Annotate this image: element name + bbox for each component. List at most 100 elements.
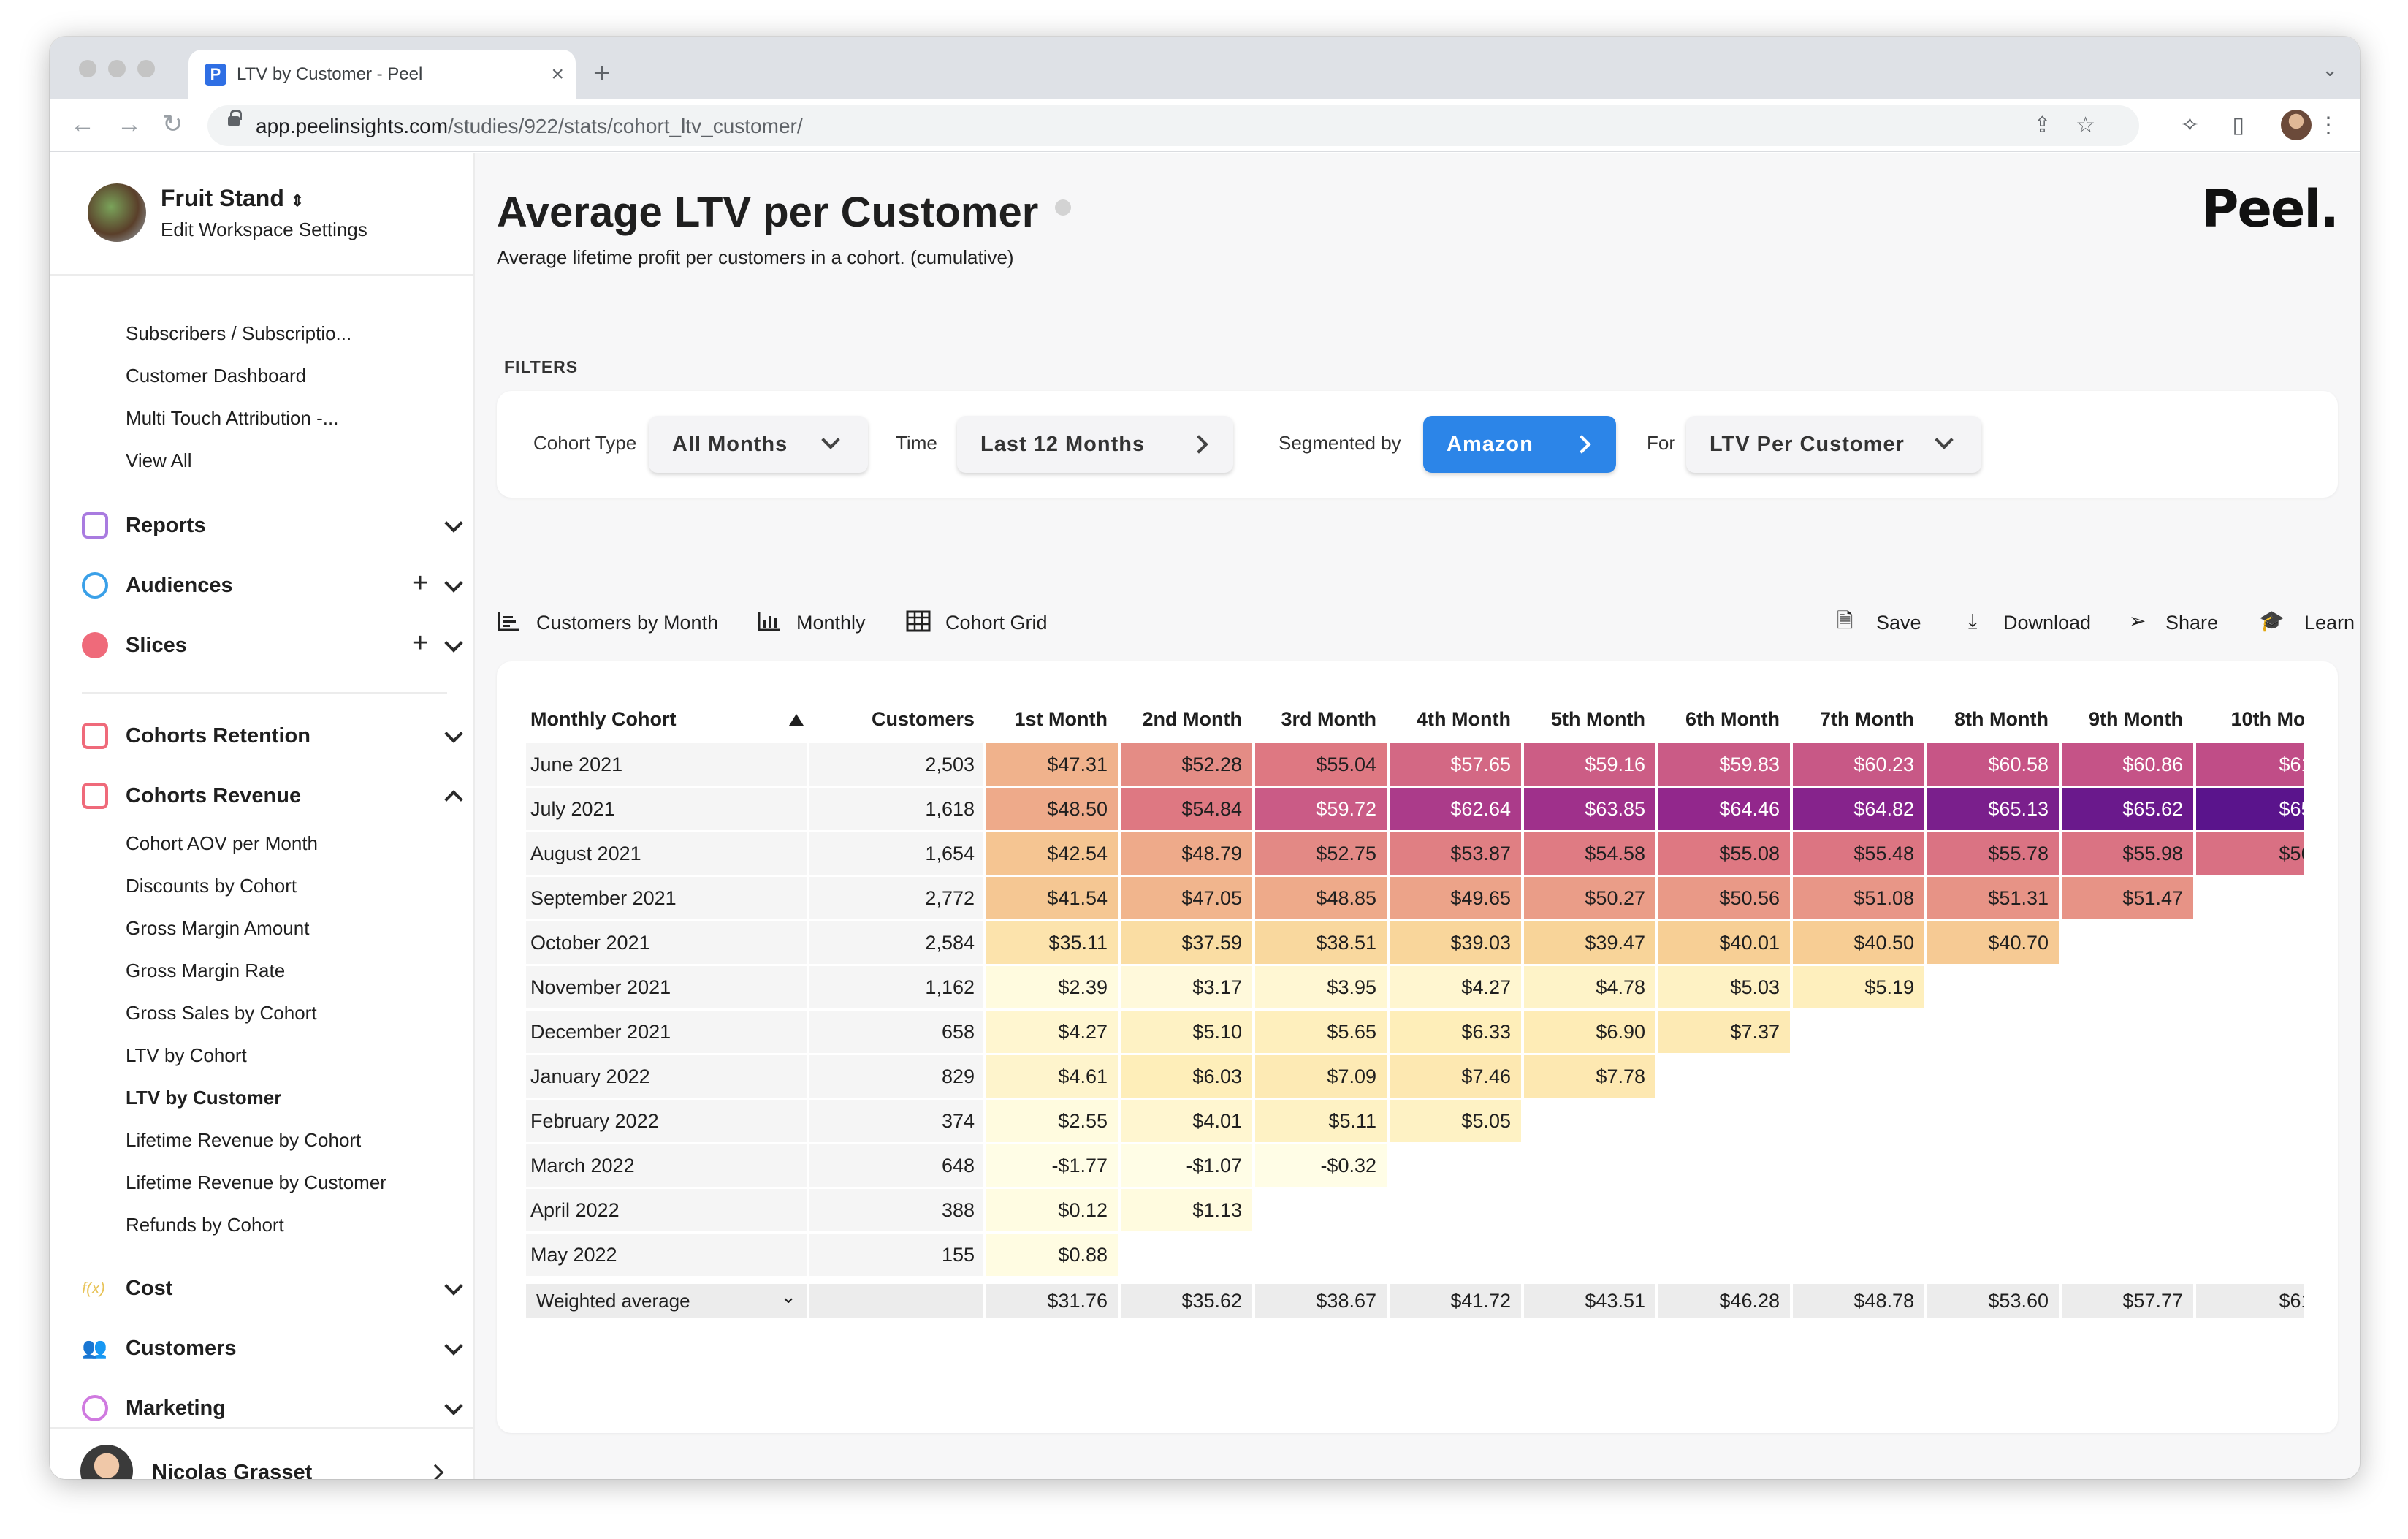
ltv-cell[interactable]: $62.64 <box>1390 788 1521 830</box>
chevron-down-icon[interactable] <box>444 574 463 593</box>
ltv-cell[interactable]: $59.16 <box>1524 743 1656 786</box>
ltv-cell[interactable]: $54.58 <box>1524 832 1656 875</box>
profile-avatar[interactable] <box>2281 110 2312 140</box>
save-button[interactable]: 🗎 Save <box>1837 606 1932 638</box>
customers-by-month-button[interactable]: Customers by Month <box>497 606 731 638</box>
ltv-cell[interactable]: $48.79 <box>1121 832 1252 875</box>
ltv-cell[interactable]: $51.47 <box>2062 877 2193 919</box>
ltv-cell[interactable]: $65.62 <box>2062 788 2193 830</box>
ltv-cell[interactable]: $60.86 <box>2062 743 2193 786</box>
sidebar-item-view-all[interactable]: View All <box>126 449 192 471</box>
sidebar-item-discounts[interactable]: Discounts by Cohort <box>126 875 297 897</box>
ltv-cell[interactable]: $5.03 <box>1658 966 1790 1008</box>
chevron-up-icon[interactable] <box>444 790 463 809</box>
sort-ascending-icon[interactable] <box>789 714 804 726</box>
ltv-cell[interactable]: $2.39 <box>986 966 1118 1008</box>
customers-header[interactable]: Customers <box>871 708 975 730</box>
month-header[interactable]: 6th Month <box>1685 708 1780 730</box>
ltv-cell[interactable]: $59.83 <box>1658 743 1790 786</box>
chevron-down-icon[interactable] <box>444 724 463 743</box>
new-tab-icon[interactable]: + <box>593 57 611 89</box>
download-button[interactable]: ⤓ Download <box>1968 606 2107 638</box>
chevron-down-icon[interactable] <box>444 1277 463 1296</box>
cohort-type-select[interactable]: All Months <box>649 416 868 473</box>
ltv-cell[interactable]: $50.56 <box>1658 877 1790 919</box>
ltv-cell[interactable]: $40.50 <box>1793 922 1924 964</box>
sidebar-item-multi-touch[interactable]: Multi Touch Attribution -... <box>126 407 339 429</box>
ltv-cell[interactable]: $55.78 <box>1927 832 2059 875</box>
tab-close-icon[interactable]: × <box>551 62 564 86</box>
sidebar-section-slices[interactable]: Slices + <box>82 628 463 663</box>
ltv-cell[interactable]: $59.72 <box>1255 788 1387 830</box>
segmented-by-select[interactable]: Amazon <box>1423 416 1616 473</box>
ltv-cell[interactable]: $52.75 <box>1255 832 1387 875</box>
maximize-window-button[interactable] <box>137 60 155 77</box>
ltv-cell[interactable]: $5.19 <box>1793 966 1924 1008</box>
chevron-down-icon[interactable] <box>444 634 463 653</box>
user-name[interactable]: Nicolas Grasset <box>152 1461 313 1479</box>
ltv-cell[interactable]: $55.98 <box>2062 832 2193 875</box>
ltv-cell[interactable]: $47.31 <box>986 743 1118 786</box>
month-header[interactable]: 9th Month <box>2089 708 2183 730</box>
ltv-cell[interactable]: $63.85 <box>1524 788 1656 830</box>
ltv-cell[interactable]: $64.46 <box>1658 788 1790 830</box>
ltv-cell[interactable]: $60.23 <box>1793 743 1924 786</box>
sidebar-item-lifetime-revenue-cohort[interactable]: Lifetime Revenue by Cohort <box>126 1129 362 1151</box>
ltv-cell[interactable]: $51.08 <box>1793 877 1924 919</box>
month-header[interactable]: 3rd Month <box>1281 708 1376 730</box>
edit-workspace-link[interactable]: Edit Workspace Settings <box>161 218 367 240</box>
ltv-cell[interactable]: $4.61 <box>986 1055 1118 1098</box>
cohort-grid-button[interactable]: Cohort Grid <box>906 606 1067 638</box>
month-header[interactable]: 10th Mon <box>2230 708 2305 730</box>
chevron-down-icon[interactable] <box>444 514 463 533</box>
ltv-cell[interactable]: $40.70 <box>1927 922 2059 964</box>
sidebar-section-cost[interactable]: f(x) Cost <box>82 1271 463 1306</box>
month-header[interactable]: 8th Month <box>1954 708 2049 730</box>
ltv-cell[interactable]: -$1.77 <box>986 1144 1118 1187</box>
ltv-cell[interactable]: $6.03 <box>1121 1055 1252 1098</box>
month-header[interactable]: 1st Month <box>1014 708 1108 730</box>
sidebar-item-cohort-aov[interactable]: Cohort AOV per Month <box>126 832 319 854</box>
ltv-cell[interactable]: $4.01 <box>1121 1100 1252 1142</box>
sidebar-item-gross-margin-rate[interactable]: Gross Margin Rate <box>126 960 286 981</box>
ltv-cell[interactable]: $3.17 <box>1121 966 1252 1008</box>
chevron-down-icon[interactable] <box>444 1337 463 1356</box>
sidebar-section-audiences[interactable]: Audiences + <box>82 568 463 603</box>
side-panel-icon[interactable]: ▯ <box>2232 113 2244 137</box>
sidebar-item-customer-dashboard[interactable]: Customer Dashboard <box>126 365 307 387</box>
monthly-button[interactable]: Monthly <box>757 606 881 638</box>
ltv-cell[interactable]: $65. <box>2196 788 2304 830</box>
ltv-cell[interactable]: $49.65 <box>1390 877 1521 919</box>
share-page-icon[interactable]: ⇪ <box>2032 113 2051 137</box>
ltv-cell[interactable]: $55.08 <box>1658 832 1790 875</box>
ltv-cell[interactable]: -$0.32 <box>1255 1144 1387 1187</box>
ltv-cell[interactable]: $41.54 <box>986 877 1118 919</box>
add-slice-plus-icon[interactable]: + <box>412 628 429 658</box>
ltv-cell[interactable]: $50.27 <box>1524 877 1656 919</box>
weighted-average-select[interactable]: Weighted average ⌄ <box>526 1284 807 1318</box>
learn-button[interactable]: 🎓 Learn <box>2259 606 2360 638</box>
share-button[interactable]: ➢ Share <box>2129 606 2231 638</box>
ltv-cell[interactable]: $5.10 <box>1121 1011 1252 1053</box>
ltv-cell[interactable]: $47.05 <box>1121 877 1252 919</box>
ltv-cell[interactable]: $4.27 <box>986 1011 1118 1053</box>
ltv-cell[interactable]: $37.59 <box>1121 922 1252 964</box>
sidebar-section-reports[interactable]: Reports <box>82 508 463 543</box>
ltv-cell[interactable]: $6.90 <box>1524 1011 1656 1053</box>
ltv-cell[interactable]: $6.33 <box>1390 1011 1521 1053</box>
sidebar-section-customers[interactable]: 👥 Customers <box>82 1331 463 1366</box>
sidebar-section-marketing[interactable]: Marketing <box>82 1391 463 1426</box>
ltv-cell[interactable]: $54.84 <box>1121 788 1252 830</box>
workspace-avatar[interactable] <box>88 183 146 242</box>
month-header[interactable]: 7th Month <box>1820 708 1914 730</box>
sidebar-item-refunds[interactable]: Refunds by Cohort <box>126 1214 284 1236</box>
ltv-cell[interactable]: -$1.07 <box>1121 1144 1252 1187</box>
ltv-cell[interactable]: $51.31 <box>1927 877 2059 919</box>
ltv-cell[interactable]: $7.37 <box>1658 1011 1790 1053</box>
ltv-cell[interactable]: $48.85 <box>1255 877 1387 919</box>
ltv-cell[interactable]: $4.27 <box>1390 966 1521 1008</box>
add-audience-plus-icon[interactable]: + <box>412 568 429 598</box>
ltv-cell[interactable]: $0.88 <box>986 1234 1118 1276</box>
workspace-switcher[interactable]: Fruit Stand ⇕ <box>161 185 305 211</box>
for-select[interactable]: LTV Per Customer <box>1686 416 1981 473</box>
